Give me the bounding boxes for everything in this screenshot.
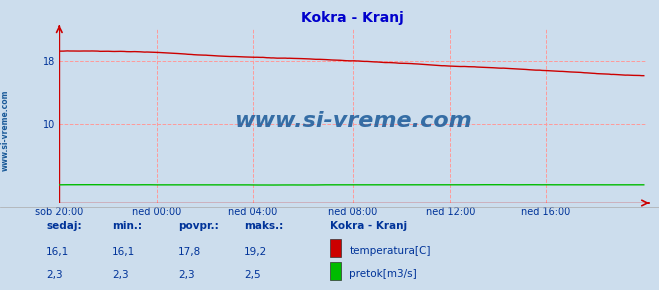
Text: povpr.:: povpr.: [178,221,219,231]
Text: 17,8: 17,8 [178,247,201,257]
Text: 2,3: 2,3 [112,270,129,280]
Text: 16,1: 16,1 [112,247,135,257]
Text: temperatura[C]: temperatura[C] [349,246,431,256]
Title: Kokra - Kranj: Kokra - Kranj [301,11,404,25]
Text: 2,3: 2,3 [46,270,63,280]
Text: 16,1: 16,1 [46,247,69,257]
Text: min.:: min.: [112,221,142,231]
Text: Kokra - Kranj: Kokra - Kranj [330,221,407,231]
Text: sedaj:: sedaj: [46,221,82,231]
Text: 19,2: 19,2 [244,247,267,257]
Text: pretok[m3/s]: pretok[m3/s] [349,269,417,279]
Text: 2,3: 2,3 [178,270,194,280]
Text: maks.:: maks.: [244,221,283,231]
Text: www.si-vreme.com: www.si-vreme.com [234,111,471,131]
Text: 2,5: 2,5 [244,270,260,280]
Text: www.si-vreme.com: www.si-vreme.com [1,90,10,171]
